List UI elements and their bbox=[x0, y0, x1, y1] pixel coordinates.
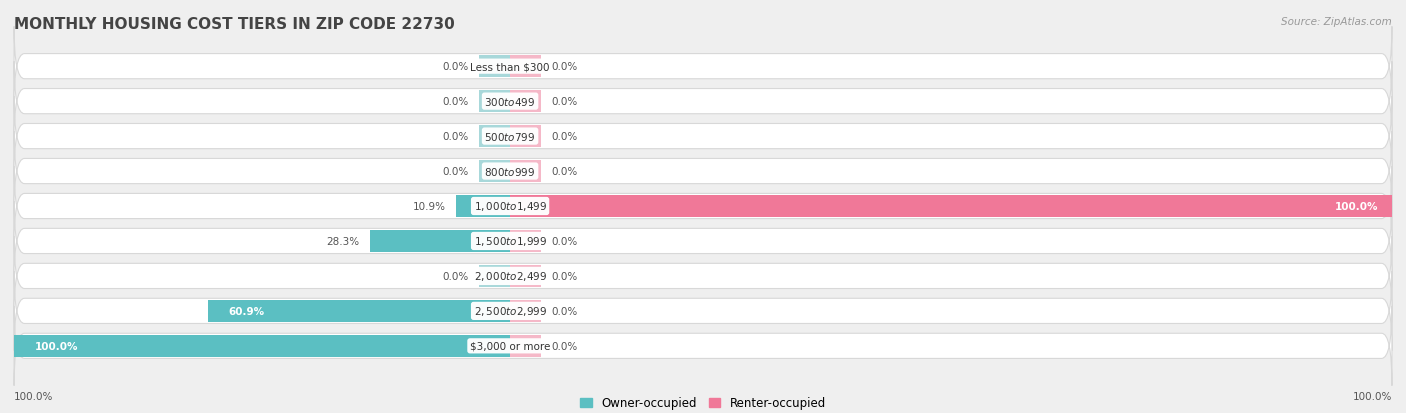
Bar bbox=[510, 161, 541, 183]
FancyBboxPatch shape bbox=[14, 62, 1392, 142]
Text: 0.0%: 0.0% bbox=[551, 97, 578, 107]
Bar bbox=[510, 230, 541, 252]
Text: 100.0%: 100.0% bbox=[1353, 391, 1392, 401]
FancyBboxPatch shape bbox=[14, 271, 1392, 351]
Bar bbox=[14, 335, 510, 357]
Text: 0.0%: 0.0% bbox=[443, 166, 468, 177]
Text: 0.0%: 0.0% bbox=[551, 62, 578, 72]
Bar bbox=[510, 300, 541, 322]
Bar bbox=[510, 266, 541, 287]
Text: Source: ZipAtlas.com: Source: ZipAtlas.com bbox=[1281, 17, 1392, 26]
Text: 0.0%: 0.0% bbox=[551, 132, 578, 142]
Text: $3,000 or more: $3,000 or more bbox=[470, 341, 550, 351]
Bar bbox=[510, 91, 541, 113]
Bar bbox=[208, 300, 510, 322]
Text: 0.0%: 0.0% bbox=[443, 97, 468, 107]
FancyBboxPatch shape bbox=[14, 306, 1392, 386]
Text: $2,000 to $2,499: $2,000 to $2,499 bbox=[474, 270, 547, 283]
Bar bbox=[510, 335, 541, 357]
Bar bbox=[510, 196, 1392, 217]
Bar bbox=[479, 91, 510, 113]
FancyBboxPatch shape bbox=[14, 132, 1392, 211]
Text: 0.0%: 0.0% bbox=[443, 132, 468, 142]
Text: 10.9%: 10.9% bbox=[413, 202, 446, 211]
Text: 0.0%: 0.0% bbox=[551, 236, 578, 247]
Text: $2,500 to $2,999: $2,500 to $2,999 bbox=[474, 305, 547, 318]
FancyBboxPatch shape bbox=[14, 167, 1392, 246]
Text: 0.0%: 0.0% bbox=[443, 62, 468, 72]
Bar bbox=[370, 230, 510, 252]
Bar bbox=[479, 126, 510, 147]
Text: $500 to $799: $500 to $799 bbox=[485, 131, 536, 143]
FancyBboxPatch shape bbox=[14, 97, 1392, 176]
Text: 28.3%: 28.3% bbox=[326, 236, 360, 247]
Text: 100.0%: 100.0% bbox=[35, 341, 79, 351]
Text: $1,500 to $1,999: $1,500 to $1,999 bbox=[474, 235, 547, 248]
Bar bbox=[510, 126, 541, 147]
Bar bbox=[479, 161, 510, 183]
Text: 100.0%: 100.0% bbox=[1334, 202, 1378, 211]
Text: $300 to $499: $300 to $499 bbox=[485, 96, 536, 108]
Bar bbox=[510, 56, 541, 78]
Text: 0.0%: 0.0% bbox=[551, 166, 578, 177]
Text: 0.0%: 0.0% bbox=[551, 271, 578, 281]
Text: MONTHLY HOUSING COST TIERS IN ZIP CODE 22730: MONTHLY HOUSING COST TIERS IN ZIP CODE 2… bbox=[14, 17, 454, 31]
Text: $1,000 to $1,499: $1,000 to $1,499 bbox=[474, 200, 547, 213]
Text: 100.0%: 100.0% bbox=[14, 391, 53, 401]
Text: 0.0%: 0.0% bbox=[551, 306, 578, 316]
Text: 0.0%: 0.0% bbox=[443, 271, 468, 281]
Bar bbox=[479, 56, 510, 78]
FancyBboxPatch shape bbox=[14, 27, 1392, 107]
Text: 0.0%: 0.0% bbox=[551, 341, 578, 351]
Bar bbox=[479, 266, 510, 287]
Text: $800 to $999: $800 to $999 bbox=[485, 166, 536, 178]
FancyBboxPatch shape bbox=[14, 202, 1392, 281]
Text: 60.9%: 60.9% bbox=[229, 306, 264, 316]
Text: Less than $300: Less than $300 bbox=[471, 62, 550, 72]
Legend: Owner-occupied, Renter-occupied: Owner-occupied, Renter-occupied bbox=[575, 392, 831, 413]
FancyBboxPatch shape bbox=[14, 237, 1392, 316]
Bar bbox=[456, 196, 510, 217]
